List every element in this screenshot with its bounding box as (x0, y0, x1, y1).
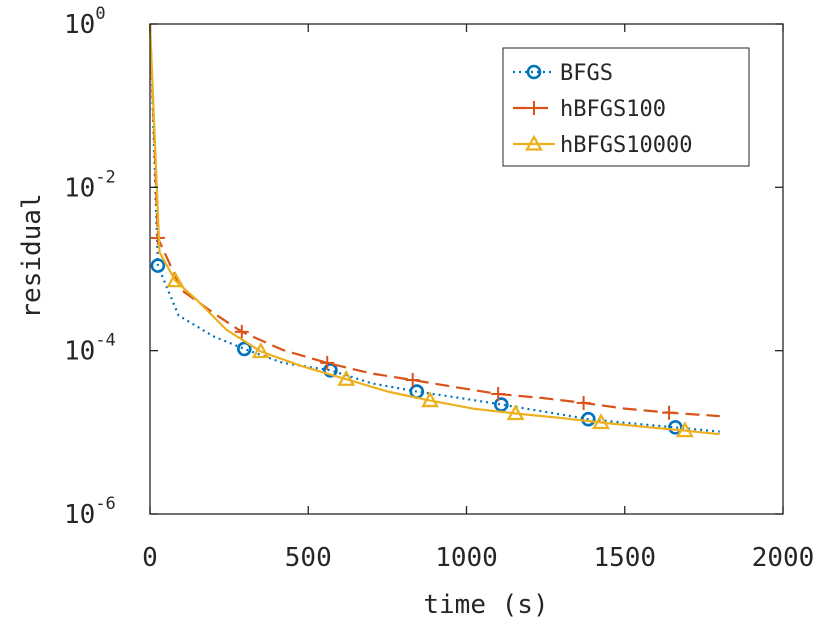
data-point-BFGS (494, 397, 509, 412)
y-tick-label: 100 (64, 4, 106, 40)
series-line-hBFGS100 (148, 23, 720, 418)
x-tick-label: 1000 (435, 543, 498, 573)
data-point-hBFGS100 (320, 355, 335, 370)
data-point-BFGS (323, 362, 338, 378)
data-point-hBFGS10000 (251, 342, 270, 359)
data-point-BFGS (237, 341, 252, 357)
data-point-BFGS (150, 258, 166, 273)
data-point-hBFGS10000 (675, 421, 694, 438)
data-point-hBFGS100 (491, 386, 506, 401)
data-point-hBFGS10000 (166, 271, 185, 288)
legend-marker-hBFGS100 (527, 101, 541, 115)
series-line-hBFGS10000 (148, 23, 720, 436)
x-tick-label: 1500 (593, 543, 656, 573)
legend-label-hBFGS100: hBFGS100 (560, 97, 666, 122)
y-tick-label-exponent: -6 (95, 494, 115, 514)
data-point-hBFGS100 (576, 395, 591, 410)
data-point-hBFGS10000 (592, 413, 610, 430)
legend: BFGS hBFGS100 hBFGS10000 (502, 47, 750, 167)
legend-marker-BFGS (526, 64, 542, 80)
series-hBFGS10000 (148, 23, 720, 438)
x-axis-title: time (s) (423, 590, 548, 620)
data-point-hBFGS100 (234, 324, 249, 339)
legend-marker-hBFGS10000 (525, 134, 543, 151)
data-point-hBFGS100 (662, 405, 677, 420)
data-point-BFGS (668, 420, 683, 435)
series-BFGS (148, 23, 720, 435)
y-tick-label-exponent: -4 (95, 331, 115, 351)
y-tick-label-base: 10 (64, 10, 95, 40)
plot-area (148, 23, 720, 438)
legend-label-hBFGS10000: hBFGS10000 (560, 133, 692, 158)
y-axis-title: residual (17, 193, 47, 318)
y-tick-label-exponent: 0 (95, 4, 105, 24)
data-point-BFGS (581, 411, 596, 427)
y-tick-label: 10-6 (64, 494, 116, 530)
x-tick-label: 500 (285, 543, 332, 573)
x-tick-label: 2000 (752, 543, 815, 573)
data-point-hBFGS10000 (337, 369, 356, 386)
axis-ticks (149, 23, 784, 515)
x-tick-label: 0 (142, 543, 158, 573)
data-point-hBFGS10000 (421, 391, 440, 408)
data-point-hBFGS10000 (506, 404, 525, 421)
y-tick-label-exponent: -2 (95, 167, 115, 187)
data-point-hBFGS100 (405, 373, 420, 388)
y-tick-label-base: 10 (64, 337, 95, 367)
y-tick-label-base: 10 (64, 173, 95, 203)
y-tick-label-base: 10 (64, 500, 95, 530)
legend-label-BFGS: BFGS (560, 61, 613, 86)
y-tick-label: 10-4 (64, 331, 116, 367)
y-tick-label: 10-2 (64, 167, 116, 203)
